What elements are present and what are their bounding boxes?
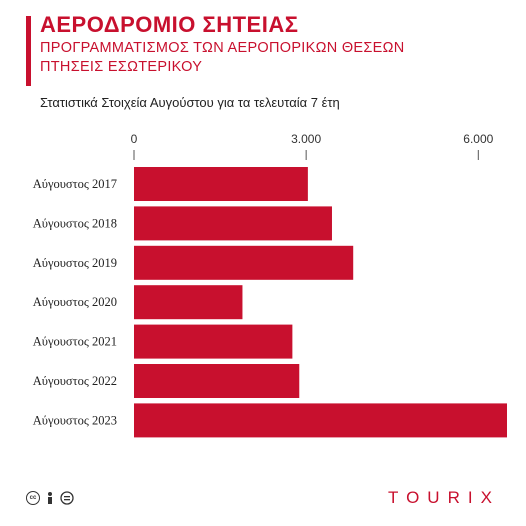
bar [134,324,293,359]
bar [134,403,507,438]
bar [134,206,332,241]
category-label: Αύγουστος 2019 [33,256,117,270]
bar [134,364,300,398]
nd-equals-icon [60,491,74,505]
cc-icon: cc [26,491,40,505]
category-label: Αύγουστος 2022 [33,374,117,388]
x-tick-label: 3.000 [291,132,321,146]
category-label: Αύγουστος 2018 [33,216,117,230]
page-subtitle-line2: ΠΤΗΣΕΙΣ ΕΣΩΤΕΡΙΚΟΥ [40,59,203,75]
bar [134,245,354,280]
page-title: ΑΕΡΟΔΡΟΜΙΟ ΣΗΤΕΙΑΣ [40,12,299,37]
category-label: Αύγουστος 2021 [33,335,117,349]
chart-caption: Στατιστικά Στοιχεία Αυγούστου για τα τελ… [40,95,340,110]
category-label: Αύγουστος 2023 [33,413,117,427]
bar [134,285,243,320]
by-person-icon [48,492,52,504]
x-tick-label: 6.000 [463,132,493,146]
category-label: Αύγουστος 2017 [33,177,117,191]
bar [134,167,308,201]
license-icons: cc [26,491,74,505]
header: ΑΕΡΟΔΡΟΜΙΟ ΣΗΤΕΙΑΣ ΠΡΟΓΡΑΜΜΑΤΙΣΜΟΣ ΤΩΝ Α… [40,12,510,76]
page-subtitle-line1: ΠΡΟΓΡΑΜΜΑΤΙΣΜΟΣ ΤΩΝ ΑΕΡΟΠΟΡΙΚΩΝ ΘΕΣΕΩΝ [40,40,405,56]
category-label: Αύγουστος 2020 [33,295,117,309]
x-tick-label: 0 [131,132,138,146]
brand-logo: TOURIX [388,488,500,507]
header-accent-bar [26,16,31,86]
